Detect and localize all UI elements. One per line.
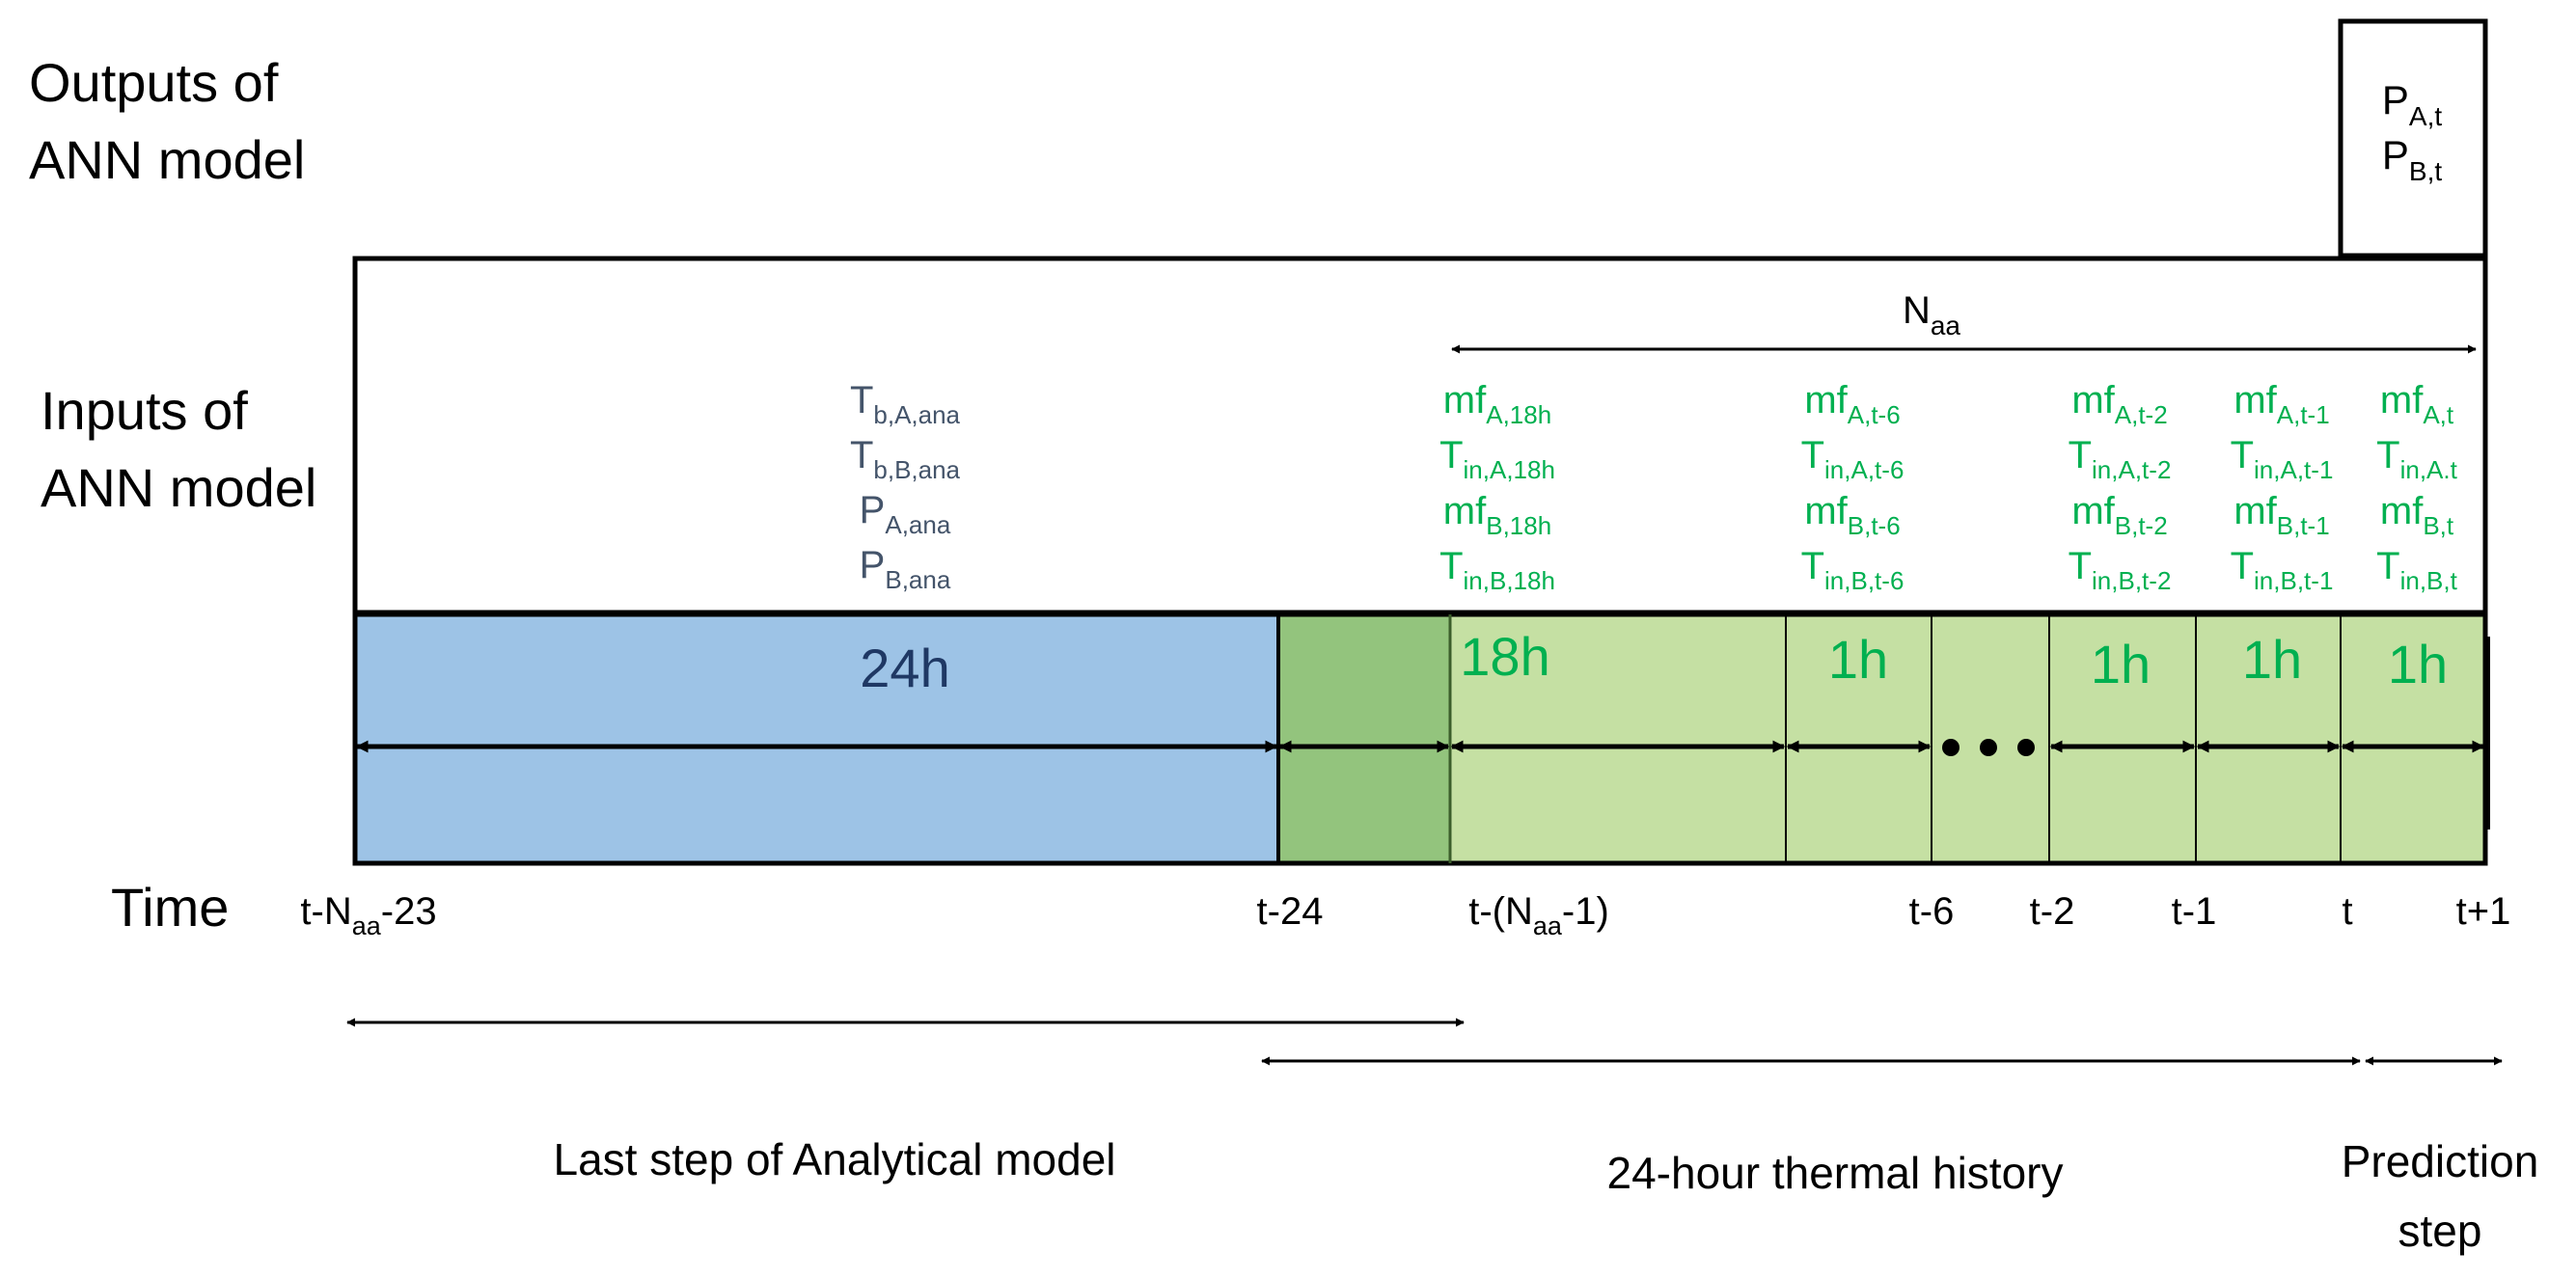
history-input-variable: mfB,t-2 <box>2071 490 2167 540</box>
time-tick-label: t-(Naa-1) <box>1468 890 1609 940</box>
analytical-input-variable: Tb,A,ana <box>850 379 961 429</box>
history-input-variable: mfA,t-2 <box>2071 379 2167 429</box>
outputs-label-line-2: ANN model <box>29 129 305 190</box>
analytical-block <box>355 614 1278 863</box>
history-input-variable: mfB,18h <box>1443 490 1551 540</box>
time-tick-label: t <box>2342 890 2352 933</box>
history-input-variable: mfB,t <box>2380 490 2454 540</box>
prediction-step-label-line-2: step <box>2398 1206 2482 1256</box>
history-input-variable: mfA,t-1 <box>2233 379 2329 429</box>
outputs-label-line-1: Outputs of <box>29 52 279 113</box>
history-input-variable: Tin,B,t <box>2376 545 2457 595</box>
duration-24h: 24h <box>860 638 949 698</box>
history-input-variable: Tin,A,t-6 <box>1801 434 1905 484</box>
duration-1h-c: 1h <box>2242 629 2302 690</box>
input-groups: Tb,A,anaTb,B,anaPA,anaPB,anamfA,18hTin,A… <box>850 379 2458 595</box>
overlap-block <box>1278 614 1450 863</box>
time-tick-label: t-Naa-23 <box>300 890 436 940</box>
history-input-variable: Tin,B,t-6 <box>1801 545 1905 595</box>
time-ticks: t-Naa-23 t-24 t-(Naa-1) t-6 t-2 t-1 t t+1 <box>300 890 2510 940</box>
analytical-step-label: Last step of Analytical model <box>554 1134 1116 1184</box>
inputs-box <box>352 256 2488 615</box>
history-input-variable: Tin,B,t-1 <box>2231 545 2334 595</box>
analytical-input-variable: PB,ana <box>860 544 951 594</box>
prediction-step-label-line-1: Prediction <box>2342 1136 2539 1186</box>
output-items: PA,tPB,t <box>2382 77 2442 186</box>
duration-1h-b: 1h <box>2091 634 2151 694</box>
duration-1h-a: 1h <box>1828 629 1888 690</box>
history-input-variable: Tin,A,t-2 <box>2069 434 2172 484</box>
analytical-input-variable: PA,ana <box>860 489 951 539</box>
history-input-variable: Tin,B,18h <box>1439 545 1555 595</box>
output-variable: PB,t <box>2382 132 2442 186</box>
history-input-variable: mfA,t-6 <box>1804 379 1900 429</box>
output-box <box>2338 18 2488 258</box>
history-input-variable: Tin,A,t-1 <box>2231 434 2334 484</box>
inputs-label-line-1: Inputs of <box>41 380 248 441</box>
history-input-variable: mfB,t-6 <box>1804 490 1900 540</box>
time-tick-label: t+1 <box>2456 890 2511 933</box>
outputs-row-label: Outputs of ANN model <box>29 52 305 190</box>
naa-label: Naa <box>1903 289 1960 340</box>
ellipsis-dots <box>1942 739 2035 756</box>
history-input-variable: Tin,A.t <box>2376 434 2457 484</box>
analytical-input-variable: Tb,B,ana <box>850 434 961 484</box>
history-input-variable: mfB,t-1 <box>2233 490 2329 540</box>
duration-1h-d: 1h <box>2388 634 2448 694</box>
time-tick-label: t-6 <box>1909 890 1955 933</box>
time-row-label: Time <box>111 877 229 938</box>
history-input-variable: mfA,18h <box>1443 379 1551 429</box>
inputs-row-label: Inputs of ANN model <box>41 380 316 518</box>
thermal-history-label: 24-hour thermal history <box>1607 1148 2064 1198</box>
history-input-variable: Tin,B,t-2 <box>2069 545 2172 595</box>
time-tick-label: t-2 <box>2030 890 2075 933</box>
history-input-variable: Tin,A,18h <box>1439 434 1555 484</box>
inputs-label-line-2: ANN model <box>41 457 316 518</box>
time-tick-label: t-24 <box>1257 890 1324 933</box>
history-block <box>1450 614 2485 863</box>
output-variable: PA,t <box>2382 77 2442 131</box>
time-tick-label: t-1 <box>2172 890 2217 933</box>
history-input-variable: mfA,t <box>2380 379 2454 429</box>
duration-18h: 18h <box>1460 626 1549 687</box>
